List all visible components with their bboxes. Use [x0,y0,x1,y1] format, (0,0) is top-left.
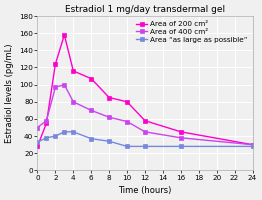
Area of 200 cm² [54,63,57,65]
Area “as large as possible” [90,137,93,140]
Area of 200 cm² [36,145,39,148]
Area “as large as possible” [179,145,182,148]
Line: Area of 400 cm²: Area of 400 cm² [36,83,254,146]
Area of 200 cm² [90,77,93,80]
Area of 200 cm² [251,143,254,146]
Line: Area “as large as possible”: Area “as large as possible” [36,130,254,148]
Area of 200 cm² [125,101,129,103]
Area of 400 cm² [251,143,254,146]
Area of 400 cm² [63,83,66,86]
Area “as large as possible” [36,141,39,143]
Area “as large as possible” [125,145,129,148]
Area of 200 cm² [45,122,48,124]
Area “as large as possible” [63,131,66,133]
Area “as large as possible” [108,140,111,142]
Area of 400 cm² [108,116,111,118]
Area “as large as possible” [143,145,146,148]
Area “as large as possible” [54,135,57,137]
Area of 400 cm² [125,120,129,123]
Area of 200 cm² [143,119,146,122]
Area of 400 cm² [179,137,182,139]
X-axis label: Time (hours): Time (hours) [118,186,172,195]
Area of 400 cm² [45,119,48,122]
Area “as large as possible” [72,131,75,133]
Area of 400 cm² [143,131,146,133]
Line: Area of 200 cm²: Area of 200 cm² [36,33,254,148]
Area of 200 cm² [108,96,111,99]
Area of 400 cm² [54,86,57,88]
Area “as large as possible” [45,137,48,139]
Y-axis label: Estradiol levels (pg/mL): Estradiol levels (pg/mL) [5,43,14,143]
Area of 400 cm² [90,109,93,112]
Area “as large as possible” [251,145,254,148]
Area of 400 cm² [72,101,75,103]
Area of 200 cm² [72,70,75,72]
Area of 200 cm² [179,131,182,133]
Legend: Area of 200 cm², Area of 400 cm², Area “as large as possible”: Area of 200 cm², Area of 400 cm², Area “… [135,20,249,44]
Area of 200 cm² [63,34,66,36]
Title: Estradiol 1 mg/day transdermal gel: Estradiol 1 mg/day transdermal gel [65,5,225,14]
Area of 400 cm² [36,126,39,129]
